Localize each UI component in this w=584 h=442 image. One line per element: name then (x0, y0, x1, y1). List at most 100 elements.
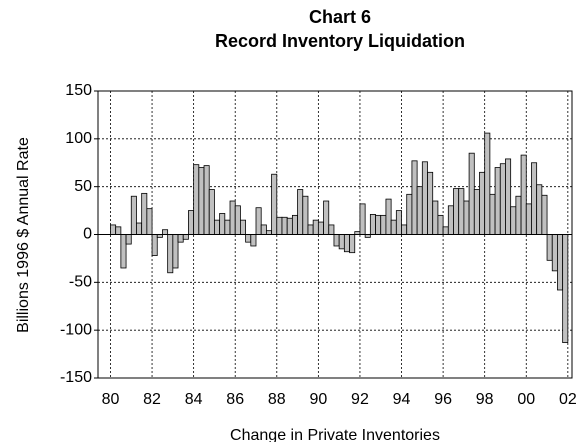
bar (229, 200, 236, 235)
x-tick-label: 88 (268, 391, 286, 408)
bar (484, 132, 491, 235)
y-tick-label: 50 (74, 178, 92, 195)
bar (349, 234, 356, 254)
bar (458, 188, 465, 235)
bar (297, 189, 304, 235)
bar (271, 173, 278, 235)
bar (343, 234, 350, 253)
x-tick-label: 00 (517, 391, 535, 408)
bar (203, 165, 210, 235)
x-tick-label: 92 (351, 391, 369, 408)
x-tick-label: 86 (226, 391, 244, 408)
bar (110, 224, 117, 235)
bar (531, 162, 538, 235)
bar (291, 214, 298, 235)
bar (265, 230, 272, 235)
bar (479, 171, 486, 235)
bar (411, 160, 418, 235)
bar (406, 193, 413, 235)
bar (302, 195, 309, 235)
bar (395, 210, 402, 235)
x-tick-label: 84 (185, 391, 203, 408)
bar (338, 234, 345, 250)
bar (489, 193, 496, 235)
bar (276, 216, 283, 235)
bar (421, 161, 428, 235)
bar (333, 234, 340, 247)
bar (120, 234, 127, 269)
x-axis-label: Change in Private Inventories (230, 427, 440, 442)
bar (442, 226, 449, 235)
bar (234, 205, 241, 235)
bar (307, 224, 314, 235)
bar (214, 219, 221, 235)
bar (463, 200, 470, 235)
bar (401, 224, 408, 235)
chart-title: Chart 6 (309, 7, 371, 27)
bar (188, 210, 195, 235)
bar (255, 207, 262, 235)
bar (427, 171, 434, 235)
x-tick-label: 96 (434, 391, 452, 408)
bar (385, 198, 392, 235)
bar (453, 188, 460, 235)
bar (390, 219, 397, 235)
bar (240, 219, 247, 235)
bar (557, 234, 564, 291)
bar (115, 226, 122, 235)
y-tick-label: 150 (65, 82, 92, 99)
x-tick-label: 02 (559, 391, 577, 408)
bar (125, 234, 132, 245)
y-tick-label: -100 (60, 321, 92, 338)
bar (208, 189, 215, 235)
bar (141, 192, 148, 235)
bar (541, 194, 548, 235)
bar (162, 229, 169, 235)
bar (546, 234, 553, 261)
bar (323, 200, 330, 235)
bar (151, 234, 158, 256)
x-tick-label: 94 (393, 391, 411, 408)
bar (473, 189, 480, 235)
bar (286, 217, 293, 235)
bar (328, 224, 335, 235)
y-tick-label: 0 (83, 226, 92, 243)
bar (499, 163, 506, 235)
bar (250, 234, 257, 247)
bar (375, 214, 382, 235)
bar (505, 158, 512, 235)
bar (198, 167, 205, 235)
bar (447, 205, 454, 235)
bar (260, 224, 267, 235)
bar (317, 221, 324, 235)
bar (359, 203, 366, 235)
bar (130, 195, 137, 235)
bar (146, 208, 153, 235)
bar (437, 214, 444, 235)
bar (432, 200, 439, 235)
bar (380, 214, 387, 235)
x-tick-label: 82 (143, 391, 161, 408)
bar (193, 164, 200, 235)
y-axis-label: Billions 1996 $ Annual Rate (15, 137, 32, 333)
bar (172, 234, 179, 269)
plot-border (97, 90, 573, 379)
bar (536, 184, 543, 235)
y-tick-label: -50 (69, 274, 92, 291)
bar (281, 216, 288, 235)
bar (219, 213, 226, 235)
bar (167, 234, 174, 274)
bar (136, 222, 143, 235)
x-tick-label: 98 (476, 391, 494, 408)
bar (245, 234, 252, 243)
bar (416, 186, 423, 235)
bar (177, 234, 184, 243)
bar (520, 154, 527, 235)
bar (468, 152, 475, 235)
bar (515, 195, 522, 235)
bar (551, 234, 558, 272)
bar (182, 234, 189, 240)
y-tick-label: -150 (60, 369, 92, 386)
bar (525, 203, 532, 235)
